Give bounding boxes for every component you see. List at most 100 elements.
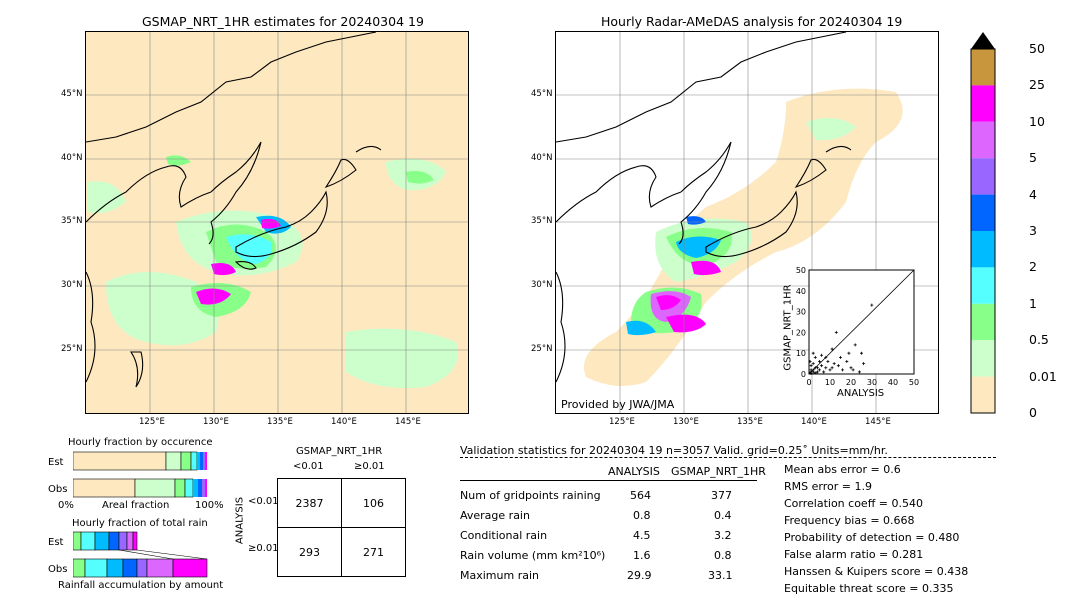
scatter-xtick: 40 xyxy=(888,378,898,387)
colorbar-tick-label: 10 xyxy=(1029,113,1045,129)
occurrence-est-label: Est xyxy=(48,457,64,468)
lat-label: 45°N xyxy=(61,89,83,99)
colorbar-block xyxy=(971,303,995,341)
colorbar-tick-label: 50 xyxy=(1029,41,1045,56)
scatter-ytick: 20 xyxy=(796,328,806,337)
scatter-point xyxy=(839,355,842,359)
scatter-point xyxy=(836,364,840,368)
colorbar-block xyxy=(971,340,995,377)
scatter-point xyxy=(809,364,813,368)
scatter-point xyxy=(813,366,817,370)
total-rain-obs-label: Obs xyxy=(48,564,68,575)
colorbar-tick-label: 0 xyxy=(1029,405,1037,420)
scatter-point xyxy=(815,370,819,374)
score-rmse: RMS error = 1.9 xyxy=(784,480,872,493)
stat-gsmap: 3.2 xyxy=(714,529,732,542)
scatter-ytick: 0 xyxy=(801,370,806,379)
scatter-xtick: 20 xyxy=(846,378,856,387)
scatter-xtick: 50 xyxy=(909,378,919,387)
scatter-point xyxy=(809,370,813,374)
colorbar-block xyxy=(971,85,995,122)
scatter-point xyxy=(811,351,815,355)
score-pod: Probability of detection = 0.480 xyxy=(784,531,960,544)
scatter-point xyxy=(845,360,849,364)
colorbar-tick-label: 4 xyxy=(1029,186,1037,202)
credit-text: Provided by JWA/JMA xyxy=(561,398,675,411)
colorbar-tick-label: 25 xyxy=(1029,77,1045,93)
stat-analysis: 564 xyxy=(630,489,651,502)
scatter-point xyxy=(847,351,851,355)
occurrence-title: Hourly fraction by occurence xyxy=(68,437,213,448)
colorbar-tick-label: 2 xyxy=(1029,259,1037,275)
stat-analysis: 4.5 xyxy=(633,529,651,542)
stat-label: Rain volume (mm km²10⁶) xyxy=(460,549,606,562)
occurrence-obs-label: Obs xyxy=(48,484,68,495)
colorbar-block xyxy=(971,194,995,231)
contingency-row-label: ANALYSIS xyxy=(234,496,246,545)
colorbar-tick-label: 0.01 xyxy=(1029,368,1057,384)
stat-gsmap: 0.8 xyxy=(714,549,732,562)
contingency-title: GSMAP_NRT_1HR xyxy=(296,446,383,457)
scatter-point xyxy=(841,368,845,372)
scatter-ytick: 40 xyxy=(796,287,806,296)
contingency-c: 293 xyxy=(277,527,342,577)
scatter-point xyxy=(832,362,836,366)
lon-label: 145°E xyxy=(395,417,421,427)
stat-label: Conditional rain xyxy=(460,529,548,542)
contingency-row-ge: ≥0.01 xyxy=(248,543,279,554)
scatter-point xyxy=(860,351,863,355)
lat-label: 30°N xyxy=(61,280,83,290)
stat-analysis: 1.6 xyxy=(633,549,651,562)
scatter-plot: 0 10 20 30 40 50 0 10 20 30 40 50 xyxy=(796,266,919,387)
lat-label: 45°N xyxy=(531,89,553,99)
scatter-point xyxy=(824,355,828,359)
lat-label: 35°N xyxy=(531,216,553,226)
total-rain-footer: Rainfall accumulation by amount xyxy=(58,580,224,591)
colorbar-svg xyxy=(970,32,996,414)
scatter-points xyxy=(808,303,874,375)
left-gridlines xyxy=(86,32,468,413)
scatter-point xyxy=(862,362,866,366)
lat-label: 25°N xyxy=(61,344,83,354)
right-map-title: Hourly Radar-AMeDAS analysis for 2024030… xyxy=(601,14,903,29)
scatter-point xyxy=(830,347,834,351)
score-ets: Equitable threat score = 0.335 xyxy=(784,582,954,595)
scatter-point xyxy=(813,371,817,375)
stat-gsmap: 377 xyxy=(711,489,732,502)
lon-label: 135°E xyxy=(267,417,293,427)
scatter-xticks: 0 10 20 30 40 50 xyxy=(806,378,919,387)
stat-analysis: 0.8 xyxy=(633,509,651,522)
colorbar-frame xyxy=(970,48,996,414)
scatter-point xyxy=(828,368,832,372)
stat-label: Average rain xyxy=(460,509,530,522)
lon-label: 125°E xyxy=(139,417,165,427)
scatter-ylabel: GSMAP_NRT_1HR xyxy=(782,284,794,371)
total-rain-est-label: Est xyxy=(48,537,64,548)
scatter-ytick: 10 xyxy=(796,349,806,358)
scatter-point xyxy=(820,364,824,368)
scatter-yticks: 0 10 20 30 40 50 xyxy=(796,266,806,379)
scatter-xtick: 0 xyxy=(806,378,811,387)
total-rain-obs-bar xyxy=(73,558,208,578)
occurrence-obs-bar xyxy=(73,478,207,498)
validation-header: Validation statistics for 20240304 19 n=… xyxy=(460,444,888,457)
colorbar-block xyxy=(971,231,995,268)
colorbar-block xyxy=(971,49,995,86)
lat-label: 40°N xyxy=(531,153,553,163)
scatter-point xyxy=(818,368,821,372)
left-map-canvas xyxy=(86,32,468,413)
lon-label: 145°E xyxy=(865,417,891,427)
contingency-col-lt: <0.01 xyxy=(293,461,324,472)
colorbar-blocks xyxy=(971,49,995,413)
total-rain-title: Hourly fraction of total rain xyxy=(72,518,208,529)
score-mae: Mean abs error = 0.6 xyxy=(784,463,901,476)
right-map-canvas xyxy=(556,32,938,413)
occurrence-axis-right: 100% xyxy=(195,500,224,511)
scatter-point xyxy=(870,303,874,307)
occurrence-axis-mid: Areal fraction xyxy=(102,500,170,511)
score-hk: Hanssen & Kuipers score = 0.438 xyxy=(784,565,969,578)
scatter-point xyxy=(851,368,855,372)
colorbar-tick-label: 3 xyxy=(1029,223,1037,238)
lon-label: 140°E xyxy=(801,417,827,427)
scatter-point xyxy=(849,366,853,370)
